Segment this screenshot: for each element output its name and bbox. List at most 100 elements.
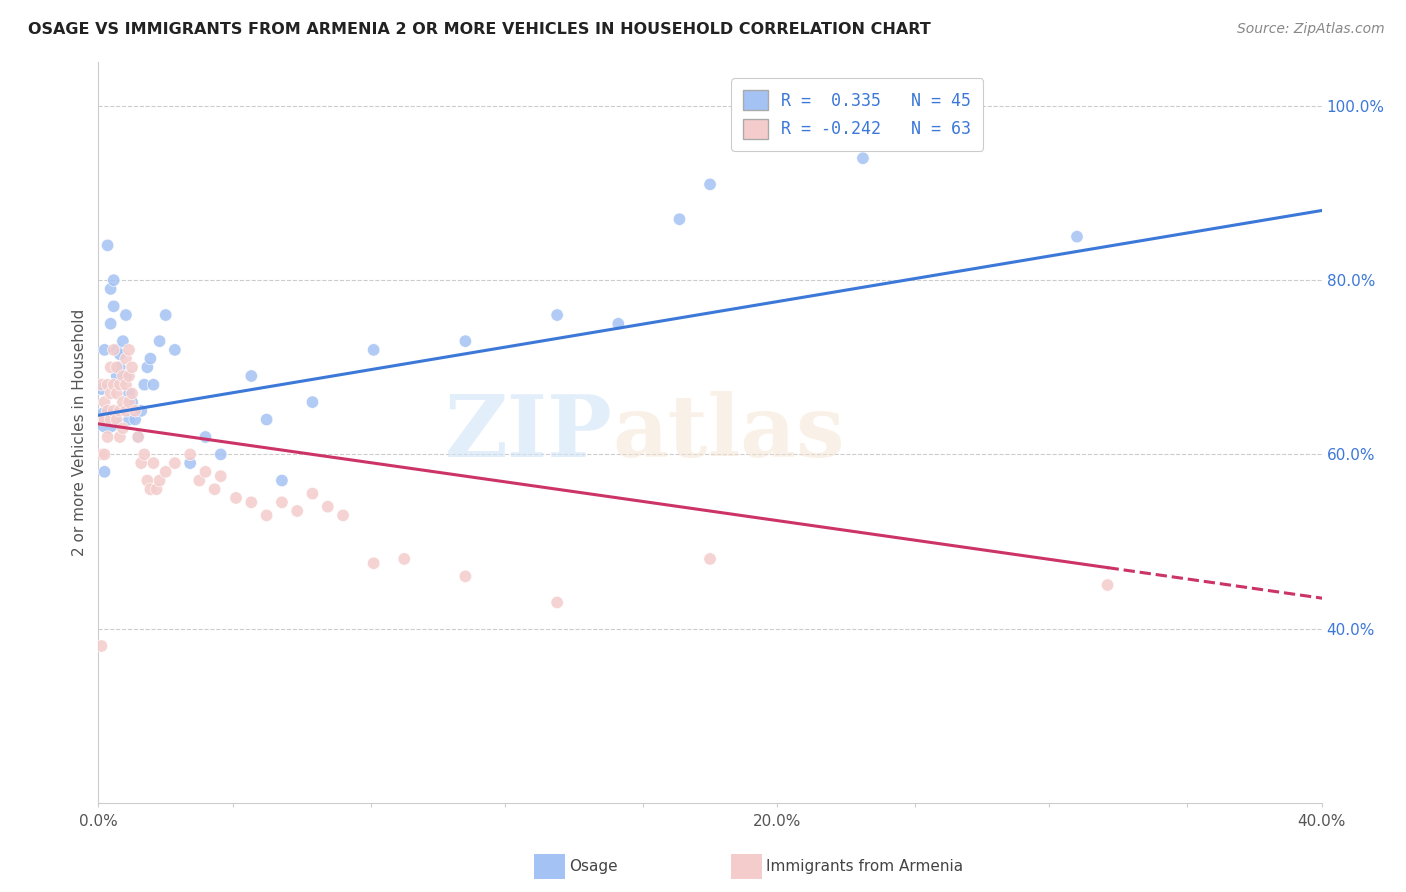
Point	[546, 595, 568, 609]
Point	[90, 412, 112, 426]
Point	[118, 395, 141, 409]
Y-axis label: 2 or more Vehicles in Household: 2 or more Vehicles in Household	[72, 309, 87, 557]
Point	[121, 360, 143, 375]
Point	[136, 474, 159, 488]
Point	[111, 395, 134, 409]
Point	[145, 482, 167, 496]
Point	[129, 404, 152, 418]
Text: ZIP: ZIP	[444, 391, 612, 475]
Point	[93, 447, 115, 461]
Point	[127, 430, 149, 444]
Point	[155, 308, 177, 322]
Point	[194, 430, 217, 444]
Point	[105, 369, 128, 384]
Point	[105, 360, 128, 375]
Point	[90, 382, 112, 396]
Point	[392, 552, 416, 566]
Point	[240, 369, 263, 384]
Text: OSAGE VS IMMIGRANTS FROM ARMENIA 2 OR MORE VEHICLES IN HOUSEHOLD CORRELATION CHA: OSAGE VS IMMIGRANTS FROM ARMENIA 2 OR MO…	[28, 22, 931, 37]
Point	[97, 377, 120, 392]
Text: Osage: Osage	[569, 859, 619, 873]
Point	[93, 465, 115, 479]
Point	[301, 395, 323, 409]
Point	[115, 369, 138, 384]
Point	[883, 134, 905, 148]
Text: Source: ZipAtlas.com: Source: ZipAtlas.com	[1237, 22, 1385, 37]
Point	[118, 412, 141, 426]
Point	[285, 504, 308, 518]
Point	[103, 273, 125, 287]
Point	[188, 474, 211, 488]
Point	[149, 474, 172, 488]
Point	[115, 308, 138, 322]
Point	[240, 495, 263, 509]
Point	[115, 351, 138, 366]
Point	[97, 430, 120, 444]
Text: atlas: atlas	[612, 391, 845, 475]
Point	[121, 395, 143, 409]
Point	[852, 151, 875, 165]
Point	[316, 500, 339, 514]
Point	[108, 377, 131, 392]
Point	[134, 377, 156, 392]
Point	[103, 377, 125, 392]
Point	[142, 456, 165, 470]
Legend: R =  0.335   N = 45, R = -0.242   N = 63: R = 0.335 N = 45, R = -0.242 N = 63	[731, 78, 983, 151]
Point	[179, 447, 201, 461]
Point	[179, 456, 201, 470]
Point	[699, 552, 721, 566]
Point	[103, 404, 125, 418]
Point	[111, 421, 134, 435]
Point	[118, 386, 141, 401]
Point	[256, 508, 278, 523]
Point	[103, 343, 125, 357]
Point	[607, 317, 630, 331]
Point	[134, 447, 156, 461]
Point	[105, 386, 128, 401]
Point	[118, 369, 141, 384]
Point	[454, 334, 477, 348]
Point	[136, 360, 159, 375]
Point	[332, 508, 354, 523]
Point	[142, 377, 165, 392]
Point	[115, 377, 138, 392]
Point	[699, 178, 721, 192]
Point	[100, 386, 122, 401]
Point	[163, 343, 186, 357]
Text: Immigrants from Armenia: Immigrants from Armenia	[766, 859, 963, 873]
Point	[149, 334, 172, 348]
Point	[1066, 229, 1088, 244]
Point	[108, 404, 131, 418]
Point	[139, 482, 162, 496]
Point	[100, 282, 122, 296]
Point	[100, 360, 122, 375]
Point	[204, 482, 226, 496]
Point	[256, 412, 278, 426]
Point	[155, 465, 177, 479]
Point	[108, 430, 131, 444]
Point	[225, 491, 247, 505]
Point	[100, 412, 122, 426]
Point	[90, 447, 112, 461]
Point	[363, 556, 385, 570]
Point	[209, 447, 232, 461]
Point	[124, 412, 146, 426]
Point	[97, 412, 120, 426]
Point	[90, 377, 112, 392]
Point	[363, 343, 385, 357]
Point	[115, 404, 138, 418]
Point	[270, 495, 292, 509]
Point	[301, 486, 323, 500]
Point	[270, 474, 292, 488]
Point	[121, 386, 143, 401]
Point	[103, 299, 125, 313]
Point	[209, 469, 232, 483]
Point	[454, 569, 477, 583]
Point	[105, 343, 128, 357]
Point	[105, 412, 128, 426]
Point	[127, 430, 149, 444]
Point	[139, 351, 162, 366]
Point	[163, 456, 186, 470]
Point	[668, 212, 690, 227]
Point	[100, 317, 122, 331]
